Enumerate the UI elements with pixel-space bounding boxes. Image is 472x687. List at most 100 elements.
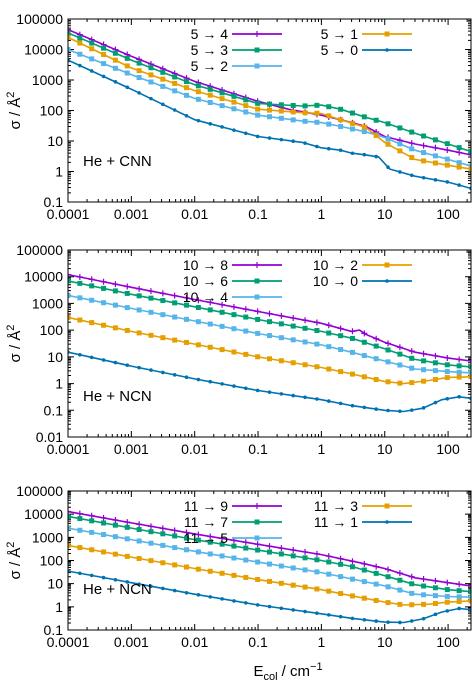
data-point <box>373 335 380 342</box>
data-point <box>361 353 367 359</box>
data-point <box>326 113 332 119</box>
legend: 11 → 911 → 711 → 5 11 → 311 → 1 <box>184 498 412 546</box>
data-point <box>432 360 438 366</box>
data-point <box>161 102 165 107</box>
data-point <box>408 573 415 580</box>
data-point <box>254 541 261 548</box>
data-point <box>196 593 201 597</box>
legend-marker <box>384 503 390 509</box>
data-point <box>255 112 261 118</box>
legend-label: 10 → 4 <box>183 289 228 305</box>
data-point <box>148 309 154 315</box>
data-point <box>231 543 237 549</box>
data-point <box>313 550 320 557</box>
data-point <box>220 382 224 386</box>
data-point <box>148 72 154 78</box>
data-point <box>100 514 107 521</box>
data-point <box>314 557 320 563</box>
data-point <box>160 297 166 303</box>
data-point <box>444 362 450 368</box>
x-tick-label: 0.001 <box>114 441 149 457</box>
data-point <box>398 409 402 414</box>
data-point <box>195 297 202 304</box>
legend-marker <box>385 279 389 283</box>
data-point <box>385 584 391 590</box>
data-point <box>231 349 237 355</box>
data-point <box>397 148 403 154</box>
legend-label: 10 → 8 <box>183 257 228 273</box>
data-point <box>386 165 390 170</box>
legend-marker <box>384 31 390 37</box>
data-point <box>68 278 71 284</box>
data-point <box>302 325 308 331</box>
data-point <box>468 151 471 158</box>
data-point <box>172 337 178 343</box>
data-point <box>456 160 462 166</box>
data-point <box>68 314 71 320</box>
y-tick-label: 10000 <box>24 42 63 58</box>
data-point <box>361 339 367 345</box>
system-label: He + NCN <box>83 388 152 405</box>
data-point <box>172 588 177 593</box>
data-point <box>137 91 141 95</box>
data-point <box>397 577 403 583</box>
data-point <box>266 310 273 317</box>
data-point <box>184 535 190 541</box>
data-point <box>136 527 142 533</box>
data-point <box>456 581 463 588</box>
data-point <box>76 273 83 280</box>
data-point <box>444 162 450 168</box>
data-point <box>172 562 178 568</box>
data-point <box>136 68 142 74</box>
data-point <box>338 123 344 129</box>
data-point <box>267 561 272 567</box>
y-tick-label: 1 <box>55 599 63 615</box>
data-point <box>444 579 451 586</box>
data-point <box>267 333 272 339</box>
x-tick-label: 0.0001 <box>47 206 90 222</box>
data-point <box>255 354 261 360</box>
data-point <box>397 351 403 357</box>
data-point <box>207 321 213 327</box>
data-point <box>302 362 308 368</box>
data-point <box>89 40 95 46</box>
chart-panel-3: 0.0001 0.001 0.01 0.1 1 10 100 0.1 1 10 100 1000 100… <box>5 483 472 650</box>
data-point <box>278 545 285 552</box>
chart-panel-1: 0.0001 0.001 0.01 0.1 1 10 100 0.1 1 10 100 1000 100… <box>5 11 472 222</box>
data-point <box>290 337 296 343</box>
data-point <box>420 350 427 357</box>
data-point <box>326 613 331 617</box>
axis-ticks <box>67 490 471 631</box>
data-point <box>421 150 427 156</box>
data-point <box>77 40 83 46</box>
data-point <box>468 594 471 600</box>
data-point <box>159 525 166 532</box>
series-106 <box>68 278 471 370</box>
data-point <box>409 380 415 386</box>
data-point <box>421 175 426 180</box>
data-point <box>385 566 392 573</box>
data-point <box>231 572 237 578</box>
data-point <box>338 574 344 580</box>
data-point <box>409 590 415 596</box>
data-point <box>231 93 237 99</box>
series-51 <box>68 34 471 172</box>
y-tick-label: 0.1 <box>44 622 64 638</box>
data-point <box>433 612 438 617</box>
data-point <box>409 581 415 587</box>
data-point <box>349 110 355 116</box>
data-point <box>219 309 225 315</box>
data-point <box>291 608 296 612</box>
data-point <box>373 563 380 570</box>
data-point <box>160 542 166 548</box>
data-point <box>349 328 356 335</box>
data-point <box>350 616 355 621</box>
data-point <box>207 299 214 306</box>
data-point <box>68 542 71 548</box>
data-point <box>349 335 355 341</box>
data-point <box>432 577 439 584</box>
data-point <box>303 609 307 614</box>
data-point <box>432 153 438 159</box>
y-tick-label: 10 <box>47 133 63 149</box>
data-point <box>326 146 331 151</box>
